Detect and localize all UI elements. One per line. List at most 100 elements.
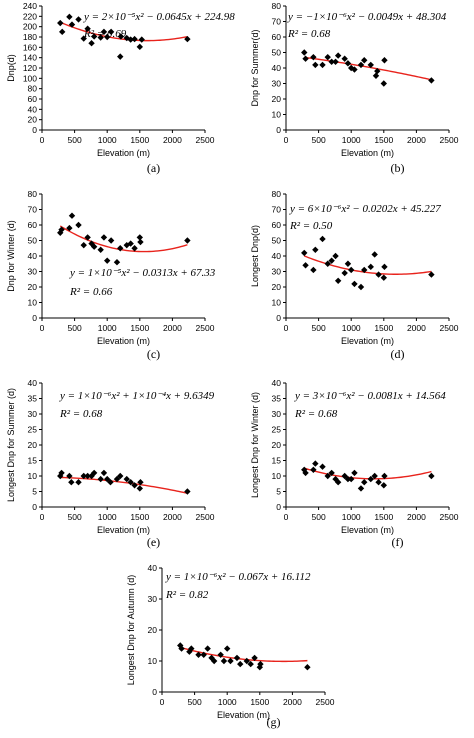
data-point (107, 28, 115, 36)
x-tick-label: 1500 (130, 512, 149, 522)
y-tick-label: 0 (32, 502, 37, 512)
x-tick-label: 2500 (440, 323, 459, 333)
data-point (97, 246, 104, 253)
x-tick-label: 500 (68, 512, 82, 522)
x-tick-label: 1500 (250, 697, 269, 707)
data-point (328, 58, 335, 65)
x-tick-label: 0 (284, 323, 289, 333)
panel-b: 0 500 1000 1500 2000 2500 0 10 20 30 40 50 60 70 80 Ele… (250, 1, 459, 175)
data-point (372, 72, 380, 79)
r-squared: R² = 0.66 (69, 286, 113, 298)
y-tick-label: 120 (23, 63, 37, 73)
data-point (195, 651, 202, 658)
data-point (188, 645, 195, 652)
data-point (361, 266, 368, 274)
data-point (184, 488, 191, 495)
data-point (312, 246, 319, 253)
y-axis-label: Longest Dnp for Autumn (d) (126, 575, 136, 686)
data-point (341, 55, 348, 62)
y-tick-label: 60 (28, 94, 38, 104)
panel-caption: (a) (147, 161, 160, 175)
x-tick-label: 0 (160, 697, 165, 707)
data-point (380, 80, 387, 87)
data-point (68, 212, 76, 219)
y-tick-label: 0 (276, 502, 281, 512)
y-axis-label: Longest Dnp(d) (250, 225, 260, 287)
y-axis-label: Dnp for Summer(d) (250, 29, 260, 106)
data-point (84, 234, 91, 241)
data-point (58, 226, 65, 233)
panel-caption: (g) (267, 715, 281, 729)
y-tick-label: 70 (272, 17, 282, 27)
data-point (312, 460, 319, 467)
data-point (344, 475, 352, 483)
x-tick-label: 500 (68, 135, 82, 145)
data-point (247, 660, 254, 668)
x-tick-label: 1500 (374, 135, 393, 145)
data-point (310, 53, 317, 61)
data-point (351, 66, 358, 73)
y-tick-label: 100 (23, 73, 37, 83)
regression-equation: y = 1×10⁻⁵x² − 0.0313x + 67.33 (69, 267, 216, 279)
data-point (80, 35, 87, 42)
panel-d: 0 500 1000 1500 2000 2500 0 10 20 30 40 50 60 70 80 Ele… (250, 189, 459, 361)
y-tick-label: 15 (28, 456, 38, 466)
y-tick-label: 40 (28, 378, 38, 388)
panel-g: 0 500 1000 1500 2000 2500 0 10 20 30 40 Elevation (… (126, 563, 335, 729)
panel-caption: (b) (391, 161, 405, 175)
data-point (334, 277, 342, 284)
data-point (208, 654, 215, 662)
y-tick-label: 10 (28, 471, 38, 481)
panel-caption: (f) (392, 535, 404, 549)
data-point (68, 21, 76, 28)
x-tick-label: 1500 (130, 323, 149, 333)
y-tick-label: 70 (272, 205, 282, 215)
x-tick-label: 1500 (130, 135, 149, 145)
y-tick-label: 0 (32, 125, 37, 135)
y-tick-label: 30 (28, 267, 38, 277)
data-point (328, 257, 335, 264)
y-tick-label: 30 (148, 594, 158, 604)
x-tick-label: 2500 (196, 135, 215, 145)
data-point (256, 664, 263, 671)
data-point (117, 53, 124, 60)
data-point (136, 43, 143, 51)
x-tick-label: 2000 (163, 512, 182, 522)
x-tick-label: 1500 (374, 512, 393, 522)
data-point (224, 645, 231, 652)
x-tick-label: 2500 (196, 323, 215, 333)
data-point (58, 469, 65, 477)
y-tick-label: 140 (23, 53, 37, 63)
y-tick-label: 30 (28, 409, 38, 419)
data-point (107, 479, 114, 486)
data-point (381, 57, 388, 64)
data-point (75, 221, 82, 229)
regression-equation: y = 3×10⁻⁶x² − 0.0081x + 14.564 (294, 390, 446, 402)
data-point (351, 469, 358, 477)
regression-equation: y = 2×10⁻⁵x² − 0.0645x + 224.98 (83, 11, 235, 23)
x-axis-label: Elevation (m) (341, 525, 394, 535)
data-point (100, 469, 108, 477)
r-squared: R² = 0.50 (289, 220, 333, 232)
data-point (319, 463, 326, 470)
data-point (302, 55, 309, 62)
x-tick-label: 0 (40, 135, 45, 145)
y-tick-label: 80 (28, 189, 38, 199)
data-point (332, 252, 339, 260)
data-point (184, 35, 191, 43)
x-tick-label: 2000 (163, 323, 182, 333)
data-point (357, 61, 365, 69)
data-point (348, 266, 355, 274)
data-point (428, 77, 435, 84)
data-point (80, 241, 87, 249)
data-point (428, 271, 435, 278)
x-axis-label: Elevation (m) (97, 336, 150, 346)
data-point (100, 234, 108, 241)
panel-a: 0 500 1000 1500 2000 2500 02040608010012014016… (6, 1, 235, 175)
y-axis-label: Dnp for Winter (d) (6, 220, 16, 292)
data-point (328, 469, 335, 477)
data-point (237, 660, 244, 668)
x-axis-label: Elevation (m) (217, 710, 270, 720)
y-tick-label: 50 (272, 48, 282, 58)
data-point (428, 472, 435, 480)
